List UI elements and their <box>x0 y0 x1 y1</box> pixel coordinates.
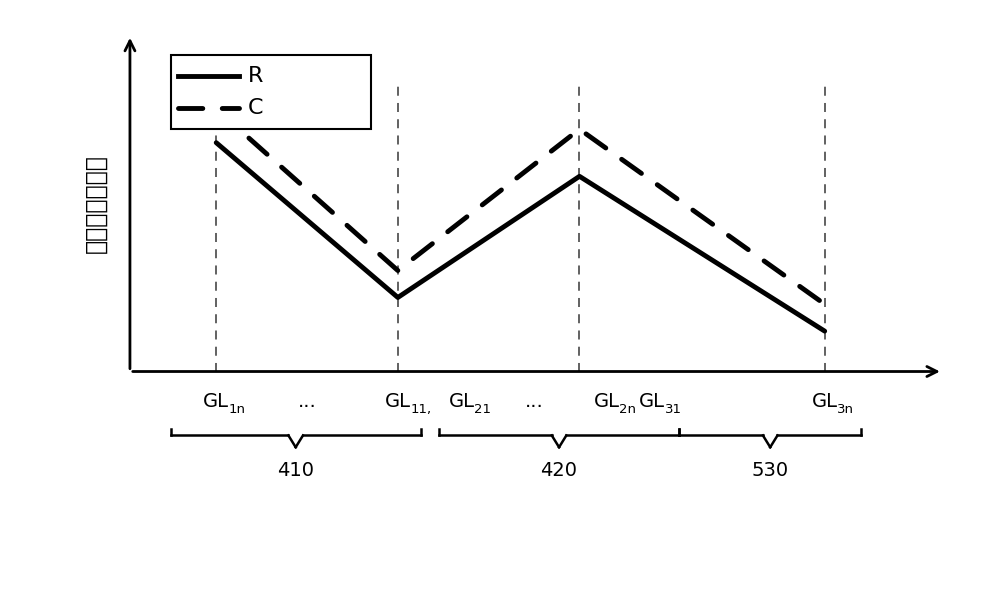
Text: GL: GL <box>812 391 838 411</box>
Text: 11,: 11, <box>411 404 432 416</box>
Text: 530: 530 <box>752 460 789 480</box>
Text: C: C <box>248 99 264 119</box>
Text: GL: GL <box>448 391 474 411</box>
Text: 2n: 2n <box>619 404 636 416</box>
Text: GL: GL <box>385 391 411 411</box>
Text: 420: 420 <box>541 460 578 480</box>
Text: ...: ... <box>525 391 543 411</box>
Text: 21: 21 <box>474 404 491 416</box>
Text: 410: 410 <box>277 460 314 480</box>
FancyBboxPatch shape <box>171 55 371 129</box>
Text: ...: ... <box>298 391 316 411</box>
Text: GL: GL <box>639 391 665 411</box>
Text: GL: GL <box>203 391 229 411</box>
Text: 31: 31 <box>665 404 682 416</box>
Text: R: R <box>248 66 263 86</box>
Text: GL: GL <box>594 391 620 411</box>
Text: 电阵或电容负载: 电阵或电容负载 <box>83 154 107 253</box>
Text: 3n: 3n <box>837 404 854 416</box>
Text: 1n: 1n <box>229 404 246 416</box>
